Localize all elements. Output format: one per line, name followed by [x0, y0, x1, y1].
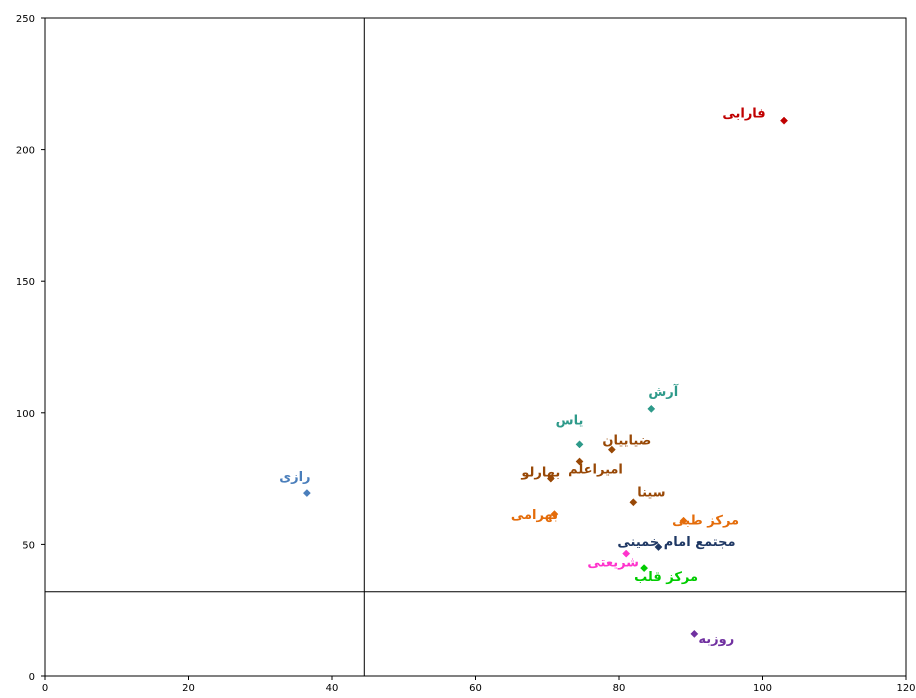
- plot-area-frame: [44, 17, 907, 677]
- data-point-label: سینا: [637, 485, 665, 500]
- data-point-marker: [302, 489, 311, 498]
- data-point-marker: [690, 629, 699, 638]
- x-tick-label: 40: [326, 683, 339, 694]
- data-point-marker: [679, 516, 688, 525]
- data-point-label: روزبه: [698, 632, 734, 647]
- data-point-label: مجتمع امام خمینی: [617, 535, 735, 550]
- data-point-label: مرکز قلب: [634, 570, 698, 585]
- data-point-marker: [780, 116, 788, 125]
- data-point-marker: [607, 445, 616, 454]
- data-point-marker: [640, 564, 649, 573]
- y-tick-label: 100: [16, 409, 35, 420]
- x-tick-label: 60: [469, 683, 482, 694]
- x-tick-label: 20: [182, 683, 195, 694]
- data-point-marker: [622, 549, 631, 558]
- y-tick-label: 200: [16, 146, 35, 157]
- y-tick-label: 50: [22, 540, 35, 551]
- data-point-label: امیراعلم: [568, 462, 623, 477]
- x-tick-label: 120: [896, 683, 915, 694]
- data-point-marker: [546, 474, 555, 483]
- data-point-label: ضیاییان: [602, 434, 651, 449]
- data-point-marker: [629, 498, 638, 507]
- data-point-marker: [575, 440, 584, 449]
- data-point-label: فارابی: [722, 107, 765, 122]
- data-point-label: بهارلو: [520, 466, 560, 481]
- x-tick-label: 100: [753, 683, 772, 694]
- data-point-label: شریعتی: [587, 556, 639, 571]
- x-tick-label: 80: [613, 683, 626, 694]
- y-tick-label: 0: [29, 672, 35, 683]
- data-point-marker: [654, 543, 663, 551]
- x-tick-label: 0: [42, 683, 48, 694]
- y-tick-label: 150: [16, 277, 35, 288]
- data-point-label: مرکز طبی: [672, 514, 739, 529]
- data-point-marker: [550, 510, 559, 519]
- data-point-label: آرش: [648, 383, 678, 400]
- data-point-label: یاس: [556, 413, 584, 428]
- data-point-label: بهرامی: [511, 508, 558, 523]
- data-point-marker: [575, 457, 584, 466]
- data-point-label: رازی: [279, 470, 310, 485]
- y-tick-label: 250: [16, 14, 35, 25]
- data-point-marker: [647, 404, 656, 413]
